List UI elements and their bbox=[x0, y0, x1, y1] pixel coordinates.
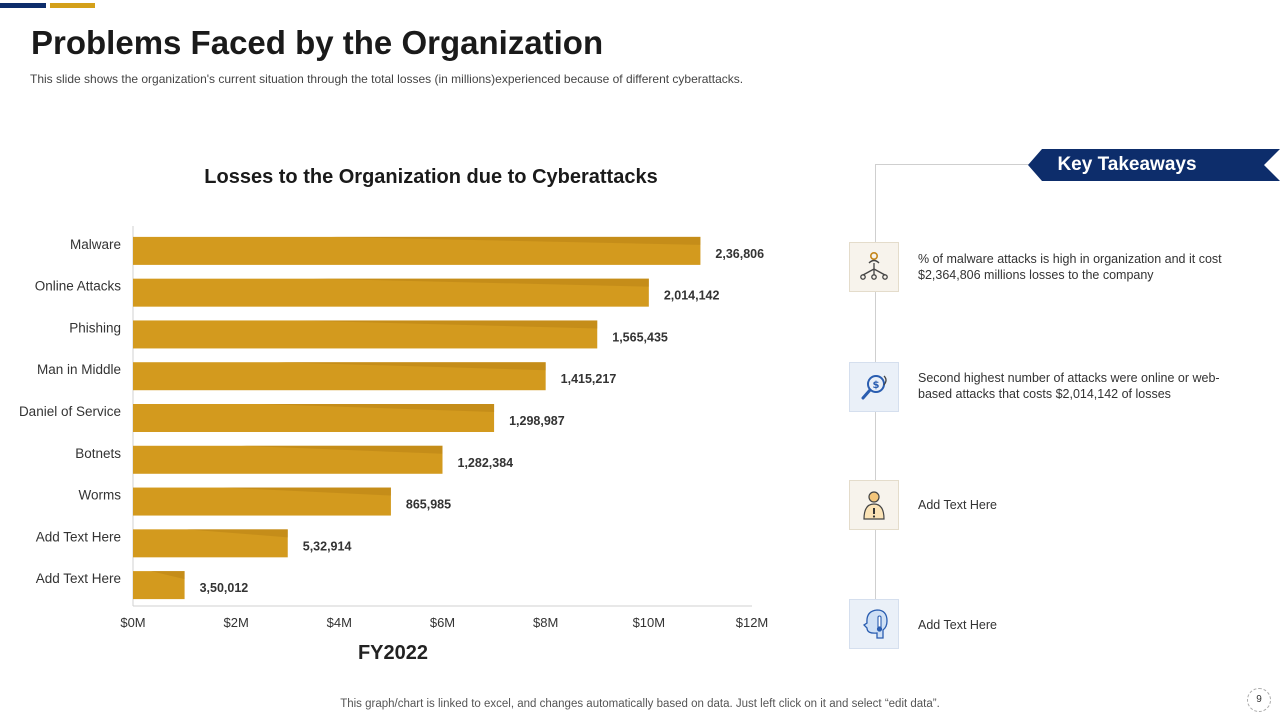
takeaway-text-4: Add Text Here bbox=[918, 618, 997, 632]
x-tick-label: $0M bbox=[120, 615, 145, 630]
user-alert-icon bbox=[849, 480, 899, 530]
bar-shade bbox=[133, 487, 391, 496]
money-search-icon: $ bbox=[849, 362, 899, 412]
data-label: 5,32,914 bbox=[303, 539, 352, 553]
data-label: 1,565,435 bbox=[612, 330, 668, 344]
bar-shade bbox=[133, 278, 649, 287]
data-label: 1,415,217 bbox=[561, 372, 617, 386]
chart-title: Losses to the Organization due to Cybera… bbox=[204, 166, 658, 188]
head-thermometer-icon bbox=[849, 599, 899, 649]
bar-shade bbox=[133, 529, 288, 538]
category-label: Daniel of Service bbox=[19, 404, 121, 419]
accent-bar-gold bbox=[50, 3, 95, 8]
category-label: Online Attacks bbox=[35, 279, 122, 294]
bar-shade bbox=[133, 236, 701, 245]
category-label: Add Text Here bbox=[36, 529, 121, 544]
x-axis-title: FY2022 bbox=[357, 642, 429, 664]
footer-note: This graph/chart is linked to excel, and… bbox=[340, 698, 940, 710]
category-label: Worms bbox=[79, 488, 122, 503]
accent-bar-navy bbox=[0, 3, 46, 8]
bar-shade bbox=[133, 571, 185, 580]
category-label: Add Text Here bbox=[36, 571, 121, 586]
data-label: 865,985 bbox=[406, 498, 451, 512]
x-tick-label: $2M bbox=[224, 615, 249, 630]
key-takeaways-heading: Key Takeaways bbox=[1057, 154, 1197, 175]
data-label: 1,282,384 bbox=[458, 456, 514, 470]
data-label: 1,298,987 bbox=[509, 414, 565, 428]
takeaway-text-2: Second highest number of attacks were on… bbox=[918, 371, 1220, 401]
key-takeaways-banner bbox=[1028, 149, 1280, 181]
x-tick-label: $6M bbox=[430, 615, 455, 630]
category-label: Phishing bbox=[69, 320, 121, 335]
takeaway-text-1: % of malware attacks is high in organiza… bbox=[918, 252, 1222, 282]
x-tick-label: $12M bbox=[736, 615, 769, 630]
bar-shade bbox=[133, 445, 443, 454]
data-label: 3,50,012 bbox=[200, 581, 249, 595]
x-tick-label: $10M bbox=[633, 615, 666, 630]
svg-text:$: $ bbox=[873, 380, 880, 391]
data-label: 2,014,142 bbox=[664, 289, 720, 303]
category-label: Botnets bbox=[75, 446, 121, 461]
slide-subtitle: This slide shows the organization's curr… bbox=[30, 72, 744, 86]
x-tick-label: $4M bbox=[327, 615, 352, 630]
page-number: 9 bbox=[1247, 688, 1271, 712]
bar-chart: Malware 2,36,806 Online Attacks 2,014,142 Ph… bbox=[19, 226, 769, 630]
takeaway-text-3: Add Text Here bbox=[918, 498, 997, 512]
bar-shade bbox=[133, 362, 546, 371]
hierarchy-icon bbox=[849, 242, 899, 292]
category-label: Malware bbox=[70, 237, 121, 252]
bar-shade bbox=[133, 404, 495, 412]
category-label: Man in Middle bbox=[37, 362, 121, 377]
timeline-connector bbox=[875, 164, 1045, 165]
slide-title: Problems Faced by the Organization bbox=[31, 24, 604, 61]
bar-shade bbox=[133, 320, 598, 329]
data-label: 2,36,806 bbox=[715, 247, 764, 261]
x-tick-label: $8M bbox=[533, 615, 558, 630]
